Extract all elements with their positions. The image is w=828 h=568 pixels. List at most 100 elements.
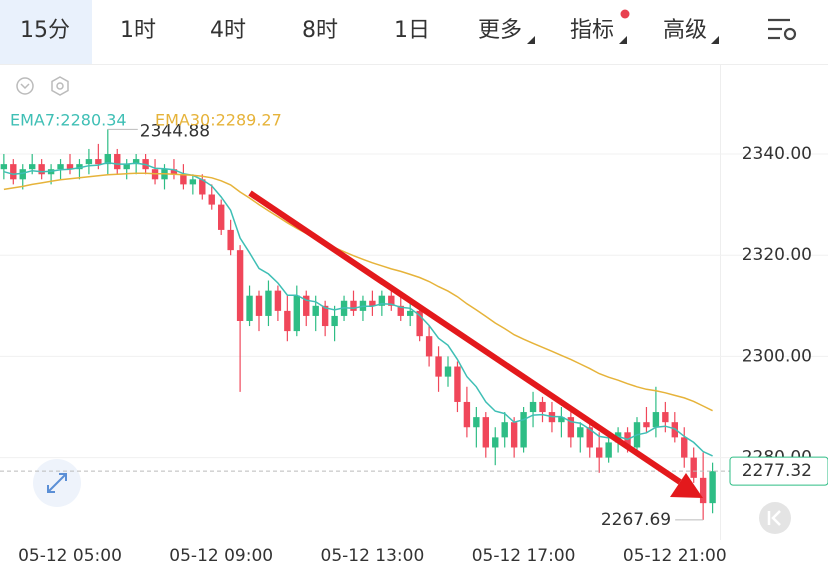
candle-body [662,412,669,423]
timeframe-tab[interactable]: 4时 [210,18,246,43]
candle-body [10,164,17,180]
candle-body [66,164,74,170]
candle-body [388,295,395,306]
candle-body [0,164,8,170]
candle-body [425,336,433,357]
candle-body [255,295,263,316]
last-price-label: 2277.32 [742,461,812,481]
candle-body [671,422,678,438]
candle-body [29,164,36,170]
candle-body [76,164,83,170]
candle-body [473,417,480,428]
timeframe-tab[interactable]: 1时 [120,18,156,43]
candle-body [596,447,603,458]
candle-body [236,250,244,321]
x-tick-label: 05-12 13:00 [321,546,425,566]
candle-body [690,457,697,478]
timeframe-tab[interactable]: 高级 [663,18,707,43]
candle-body [529,401,537,413]
y-tick-label: 2320.00 [742,245,812,265]
candle-body [274,290,282,311]
candle-body [378,295,386,306]
settings-icon[interactable] [768,18,797,41]
candle-body [303,295,310,316]
candle-body [38,164,45,175]
candle-body [123,164,130,170]
candle-body [189,179,197,185]
notice-dot [620,9,630,19]
candle-body [57,164,64,170]
candle-body [463,401,471,428]
candle-body [350,300,357,311]
indicator-icons[interactable] [16,76,69,96]
scroll-latest-button[interactable] [759,502,791,534]
candle-body [709,471,716,504]
candle-body [699,477,707,504]
dropdown-caret [711,36,719,44]
candle-body [104,154,111,165]
candle-body [558,417,565,423]
candle-body [293,295,300,332]
candle-body [643,422,650,428]
candle-body [227,229,234,251]
candle-body [284,310,291,332]
x-tick-label: 05-12 21:00 [623,546,727,566]
legend-entry: EMA30:2289.27 [155,111,282,130]
candle-body [265,290,272,316]
candle-body [539,401,546,413]
timeframe-tab[interactable]: 更多 [478,18,522,43]
candle-body [520,412,527,448]
timeframe-tab[interactable]: 指标 [570,18,614,43]
dropdown-caret [527,36,535,44]
candle-body [95,159,102,165]
high-marker-label: 2344.88 [140,121,210,141]
candle-body [416,310,423,337]
candle-body [208,194,215,205]
candle-body [454,366,461,402]
candle-body [586,427,593,448]
y-tick-label: 2300.00 [742,346,812,366]
candle-body [652,412,660,428]
candle-body [331,315,338,327]
candle-body [482,417,489,448]
candle-body [501,422,508,438]
trend-arrow [248,190,703,498]
candle-body [114,154,121,170]
low-marker-label: 2267.69 [601,510,671,530]
candle-body [492,437,499,448]
candle-body [444,366,452,377]
candle-body [397,305,404,316]
ema-line [3,172,713,412]
candle-body [510,422,518,448]
candle-body [567,417,575,438]
legend-entry: EMA7:2280.34 [10,111,127,130]
candle-body [312,305,319,316]
candle-body [321,305,329,327]
selected-tab-bg [0,0,92,64]
x-tick-label: 05-12 17:00 [472,546,576,566]
candle-body [435,356,442,377]
candle-body [218,204,225,230]
candle-body [180,174,187,185]
candle-body [246,295,253,321]
candle-body [369,300,376,306]
dropdown-caret [619,36,627,44]
timeframe-tab[interactable]: 8时 [302,18,338,43]
x-tick-label: 05-12 05:00 [18,546,122,566]
candle-body [85,159,93,165]
candle-body [170,169,178,175]
ema-line [3,161,713,457]
timeframe-tab[interactable]: 15分 [20,18,70,43]
candle-body [681,437,688,458]
candle-body [199,179,206,195]
expand-button[interactable] [33,459,81,507]
candle-body [407,310,414,316]
candle-body [132,159,140,165]
candle-body [19,169,26,180]
x-tick-label: 05-12 09:00 [169,546,273,566]
candle-body [577,427,584,438]
y-tick-label: 2340.00 [742,144,812,164]
timeframe-tab[interactable]: 1日 [394,18,430,43]
